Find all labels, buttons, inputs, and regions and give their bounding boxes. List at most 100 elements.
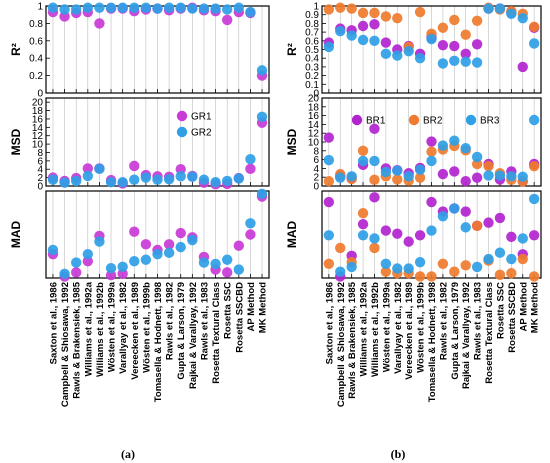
- y-tick-label: 0: [313, 182, 319, 193]
- data-point: [471, 261, 483, 273]
- data-point: [129, 2, 140, 13]
- data-point: [346, 3, 357, 14]
- data-point: [323, 41, 335, 53]
- x-category-label: Gupta & Larson, 1979: [450, 282, 461, 380]
- data-point: [210, 177, 221, 188]
- data-point: [380, 258, 392, 269]
- data-point: [449, 55, 460, 67]
- data-point: [437, 140, 449, 151]
- data-point: [471, 151, 483, 163]
- data-point: [449, 203, 460, 214]
- data-point: [414, 53, 426, 64]
- data-point: [494, 269, 506, 281]
- data-point: [105, 262, 117, 274]
- data-point: [528, 193, 540, 205]
- x-category-label: Rajkai & Varallyay, 1992: [461, 282, 472, 389]
- data-point: [369, 155, 380, 167]
- x-category-label: Gupta & Larson, 1979: [176, 282, 187, 380]
- data-point: [117, 2, 128, 13]
- data-point: [335, 2, 346, 13]
- x-category-label: Williams et al., 1992a: [359, 281, 370, 376]
- data-point: [426, 155, 437, 167]
- data-point: [357, 20, 369, 32]
- data-point: [210, 258, 221, 270]
- data-point: [82, 2, 94, 13]
- y-axis-label: MSD: [285, 128, 299, 155]
- data-point: [471, 39, 483, 50]
- y-tick-label: 0.8: [305, 19, 319, 30]
- data-point: [357, 34, 369, 46]
- data-point: [460, 142, 471, 154]
- data-point: [59, 4, 70, 15]
- y-axis-label: MAD: [285, 221, 299, 249]
- data-point: [392, 174, 403, 185]
- data-point: [198, 174, 210, 185]
- x-category-labels: Saxton et al., 1986 Campbell & Shiosawa, …: [324, 281, 540, 407]
- x-category-label: Tomasella & Hodnett, 1998: [153, 282, 164, 402]
- data-point: [460, 56, 471, 67]
- data-point: [494, 170, 506, 181]
- data-point: [221, 175, 233, 187]
- x-category-label: Varallyay et al., 1982: [393, 282, 404, 374]
- data-point: [323, 196, 335, 208]
- legend-label: BR3: [480, 116, 500, 127]
- data-point: [460, 175, 471, 187]
- x-category-label: Rawls et al., 1982: [438, 282, 449, 360]
- data-point: [426, 33, 437, 45]
- data-point: [449, 40, 460, 52]
- x-category-label: Williams et al., 1992b: [95, 282, 106, 377]
- data-point: [221, 267, 233, 278]
- data-point: [256, 65, 268, 76]
- data-point: [323, 258, 335, 269]
- data-point: [94, 236, 105, 247]
- data-point: [117, 261, 128, 272]
- data-point: [369, 174, 380, 186]
- data-point: [506, 231, 517, 243]
- data-point: [140, 239, 152, 250]
- data-point: [70, 257, 82, 268]
- y-axis-label: MSD: [9, 128, 23, 155]
- data-point: [392, 165, 403, 176]
- y-tick-label: 6: [313, 155, 319, 166]
- x-category-label: Rosetta SSC: [223, 282, 234, 339]
- data-point: [369, 192, 380, 203]
- data-point: [403, 46, 414, 57]
- x-category-label: Rawls et al., 1982: [165, 282, 176, 360]
- y-tick-label: 0.9: [305, 10, 319, 21]
- y-tick-label: 0.1: [305, 80, 319, 91]
- data-point: [437, 258, 449, 269]
- legend-marker: [176, 110, 188, 122]
- series-gr2: [47, 2, 268, 76]
- data-point: [506, 8, 517, 20]
- data-point: [483, 161, 494, 172]
- y-tick-label: 4: [37, 165, 43, 176]
- data-point: [528, 38, 540, 49]
- y-tick-label: 8: [313, 146, 319, 157]
- data-point: [460, 29, 471, 40]
- data-point: [82, 248, 94, 260]
- data-point: [517, 253, 528, 265]
- data-point: [494, 247, 506, 258]
- x-category-label: Campbell & Shiosawa, 1992: [336, 282, 347, 407]
- x-category-label: Rawls & Brakensiek, 1985: [72, 281, 83, 398]
- y-tick-label: 0: [313, 89, 319, 100]
- data-point: [82, 170, 94, 182]
- data-point: [426, 146, 437, 157]
- data-point: [392, 263, 403, 274]
- data-point: [392, 228, 403, 239]
- data-point: [163, 247, 175, 258]
- data-point: [369, 233, 380, 244]
- legend-marker: [351, 114, 363, 126]
- data-point: [163, 2, 175, 13]
- x-category-label: AP Method: [518, 282, 529, 332]
- data-point: [94, 2, 105, 13]
- data-point: [70, 175, 82, 187]
- data-point: [335, 266, 346, 277]
- data-point: [245, 163, 256, 175]
- data-point: [494, 212, 506, 224]
- data-point: [380, 266, 392, 277]
- y-tick-label: 0.2: [29, 71, 43, 82]
- data-point: [471, 172, 483, 183]
- y-tick-label: 1: [313, 2, 319, 13]
